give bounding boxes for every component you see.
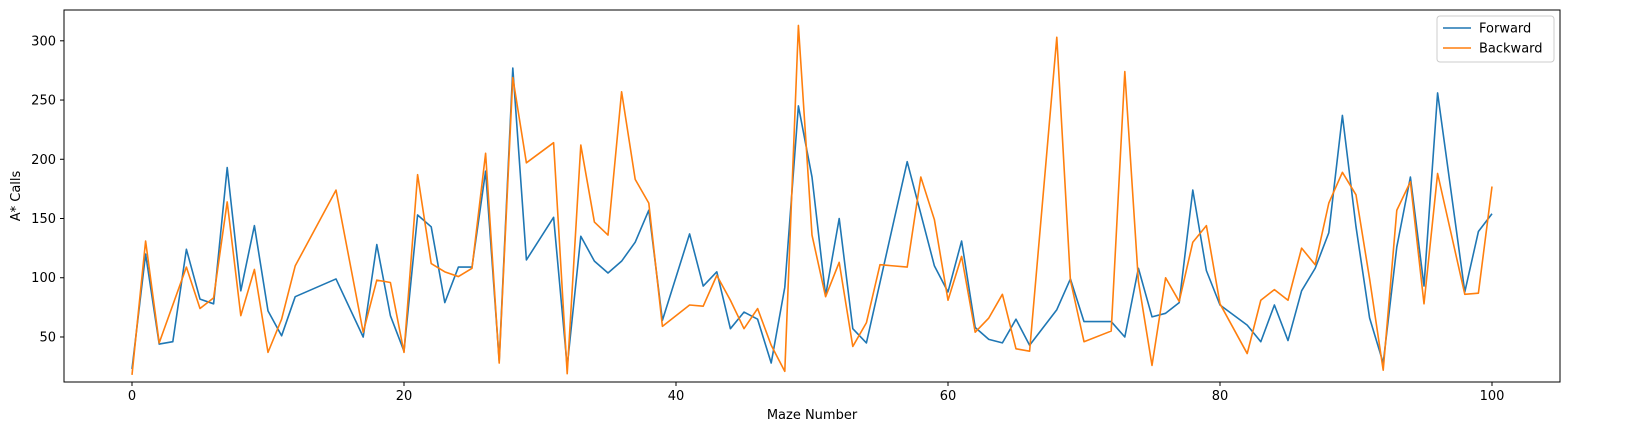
y-tick-label: 200: [31, 153, 56, 168]
y-tick-label: 100: [31, 271, 56, 286]
y-tick-label: 150: [31, 212, 56, 227]
x-tick-label: 0: [128, 389, 136, 404]
legend-label-backward: Backward: [1479, 42, 1543, 57]
legend: Forward Backward: [1436, 15, 1555, 63]
y-axis-ticks: 50 100 150 200 250 300: [31, 34, 64, 345]
series-line-forward: [131, 67, 1493, 370]
x-tick-label: 60: [940, 389, 957, 404]
legend-label-forward: Forward: [1479, 22, 1531, 37]
x-tick-label: 100: [1480, 389, 1505, 404]
x-tick-label: 20: [396, 389, 413, 404]
series-line-backward: [131, 24, 1493, 375]
plot-lines: [131, 24, 1493, 375]
x-axis-ticks: 0 20 40 60 80 100: [128, 382, 1505, 404]
y-tick-label: 50: [39, 330, 56, 345]
y-tick-label: 250: [31, 94, 56, 109]
x-tick-label: 40: [668, 389, 685, 404]
x-tick-label: 80: [1212, 389, 1229, 404]
y-tick-label: 300: [31, 34, 56, 49]
axes-frame: [63, 9, 1561, 383]
x-axis-label: Maze Number: [767, 408, 858, 423]
y-axis-label: A* Calls: [9, 170, 24, 221]
